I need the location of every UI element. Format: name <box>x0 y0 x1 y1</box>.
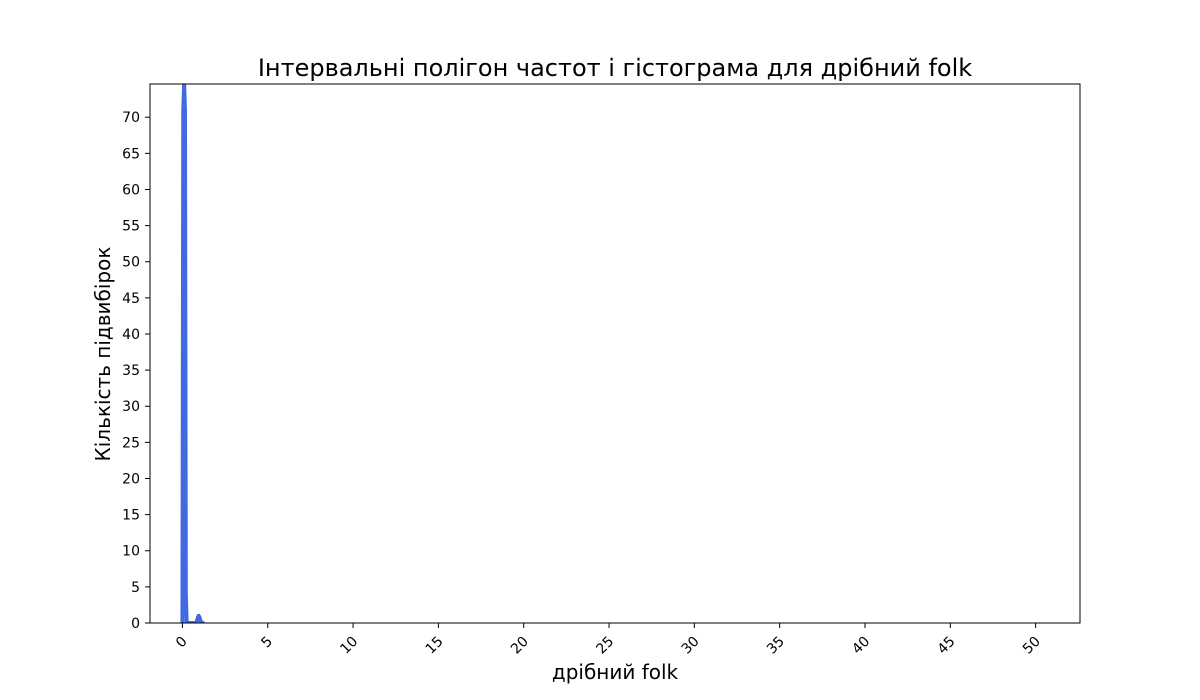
y-tick-label: 40 <box>122 327 140 343</box>
y-tick-label: 55 <box>122 219 140 235</box>
y-tick-label: 65 <box>122 146 140 162</box>
x-tick-label: 15 <box>423 634 447 658</box>
plot-area <box>149 83 1081 624</box>
y-tick-label: 60 <box>122 182 140 198</box>
plot-frame <box>149 83 1081 624</box>
x-tick-label: 20 <box>508 634 532 658</box>
y-tick-label: 10 <box>122 544 140 560</box>
y-tick-label: 70 <box>122 110 140 126</box>
x-axis-label: дрібний folk <box>552 660 679 684</box>
y-axis: 0 5 10 15 20 25 30 35 40 45 50 55 60 65 70 <box>122 110 150 632</box>
chart-title: Інтервальні полігон частот і гістограма … <box>258 54 972 82</box>
x-tick-label: 5 <box>258 634 276 652</box>
y-tick-label: 0 <box>131 616 140 632</box>
y-tick-label: 50 <box>122 255 140 271</box>
y-tick-label: 20 <box>122 471 140 487</box>
y-tick-label: 25 <box>122 435 140 451</box>
y-tick-label: 45 <box>122 291 140 307</box>
x-tick-label: 25 <box>593 634 617 658</box>
series-group <box>180 84 205 623</box>
y-tick-label: 30 <box>122 399 140 415</box>
series-line-0 <box>180 84 205 623</box>
y-tick-label: 5 <box>131 580 140 596</box>
x-tick-label: 50 <box>1020 634 1044 658</box>
x-tick-label: 30 <box>679 634 703 658</box>
x-axis: 0 5 10 15 20 25 30 35 40 45 50 <box>173 623 1044 658</box>
x-tick-label: 35 <box>764 634 788 658</box>
y-axis-label: Кількість підвибірок <box>91 247 115 462</box>
x-tick-label: 40 <box>849 634 873 658</box>
x-tick-label: 0 <box>173 634 191 652</box>
x-tick-label: 45 <box>935 634 959 658</box>
y-tick-label: 35 <box>122 363 140 379</box>
x-tick-label: 10 <box>337 634 361 658</box>
y-tick-label: 15 <box>122 508 140 524</box>
